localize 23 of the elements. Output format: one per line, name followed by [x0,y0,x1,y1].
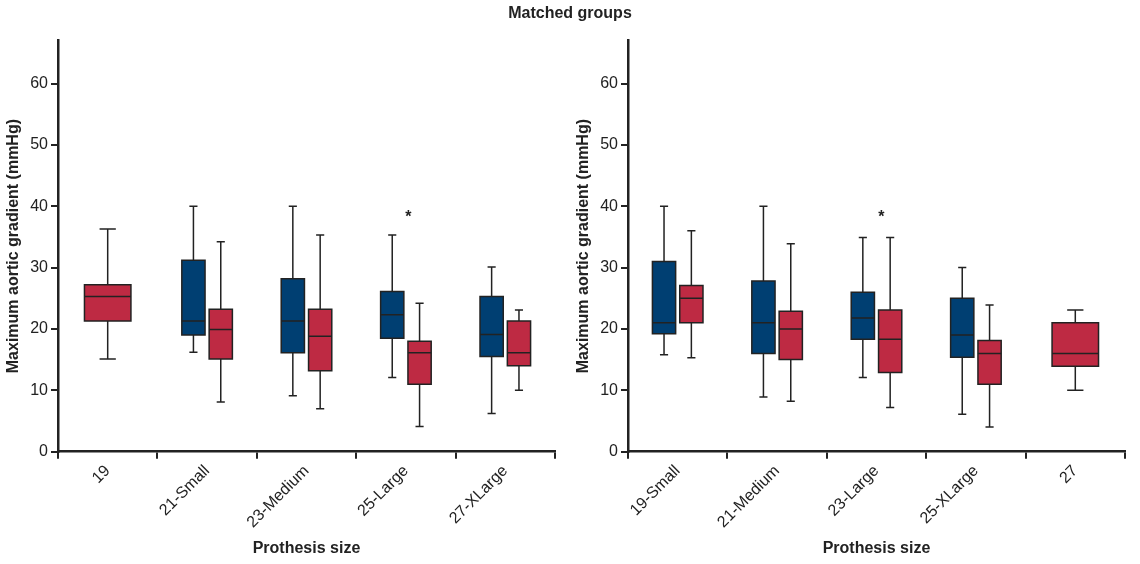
y-axis-title: Maximum aortic gradient (mmHg) [574,118,592,374]
y-axis-title: Maximum aortic gradient (mmHg) [4,118,22,374]
y-tick-label: 0 [39,442,49,460]
y-tick-label: 20 [600,319,619,337]
y-tick-label: 60 [600,73,619,91]
y-tick-label: 10 [600,380,619,398]
annotation: * [405,207,413,225]
y-tick-label: 0 [609,442,619,460]
y-tick-label: 30 [600,257,619,275]
y-tick-label: 20 [30,319,49,337]
y-tick-label: 10 [30,380,49,398]
x-tick-label: 19 [88,461,114,487]
y-tick-label: 50 [600,135,619,153]
y-tick-label: 60 [30,73,49,91]
y-tick-label: 50 [30,135,49,153]
chart-title: Matched groups [507,4,633,22]
y-tick-label: 40 [600,196,619,214]
y-tick-label: 40 [30,196,49,214]
x-tick-label: 27 [1055,461,1081,487]
annotation: * [878,207,886,225]
y-tick-label: 30 [30,257,49,275]
x-axis-title: Prothesis size [822,538,931,556]
x-axis-title: Prothesis size [252,538,361,556]
